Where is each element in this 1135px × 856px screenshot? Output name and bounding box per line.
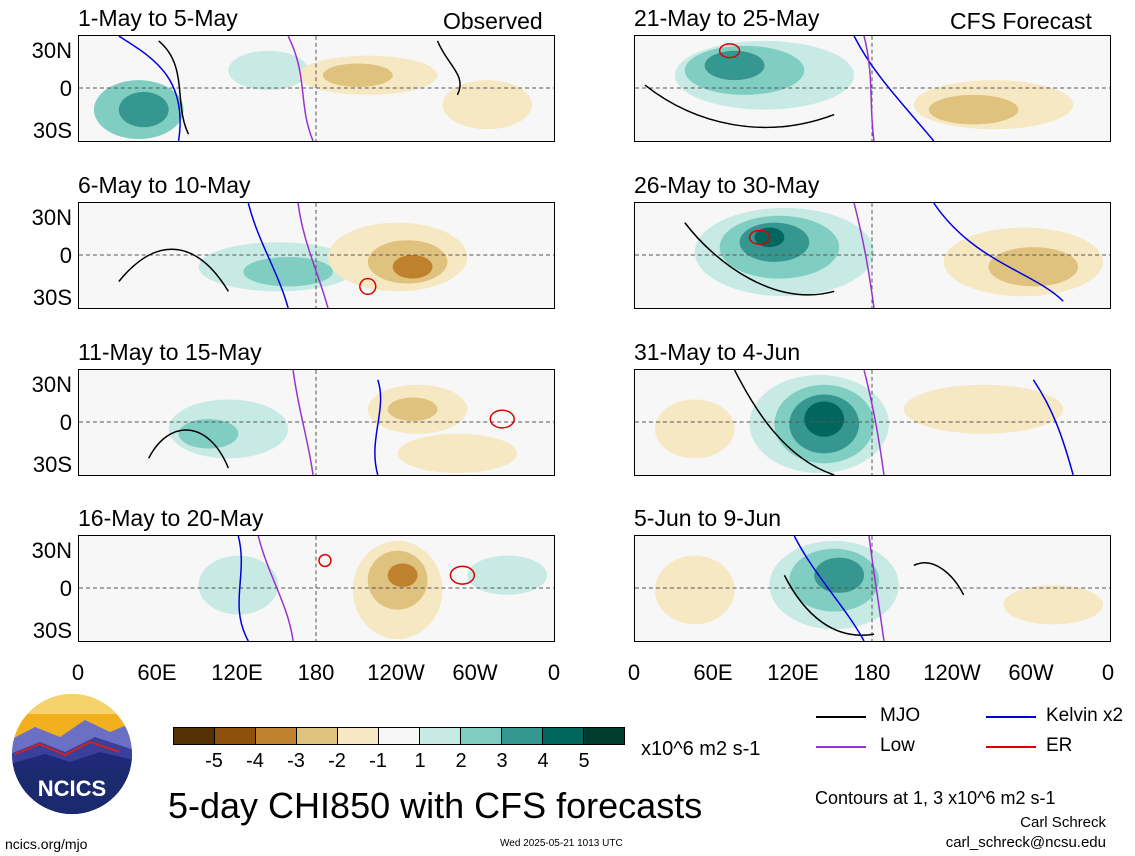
colorbar-segment bbox=[297, 728, 338, 744]
colorbar-tick: -5 bbox=[205, 750, 223, 772]
lon-label-left-60e: 60E bbox=[137, 660, 177, 685]
ncics-logo: NCICS bbox=[10, 692, 134, 816]
legend-line-er bbox=[986, 746, 1036, 748]
author-name: Carl Schreck bbox=[1020, 814, 1106, 831]
lon-label-left-0: 0 bbox=[71, 660, 85, 685]
lat-label-30n: 30N bbox=[31, 372, 72, 397]
lon-label-right-120w: 120W bbox=[923, 660, 981, 685]
map-panel-4 bbox=[78, 535, 555, 642]
lat-label-30s: 30S bbox=[32, 452, 72, 477]
lon-label-left-120w: 120W bbox=[367, 660, 425, 685]
legend-line-mjo bbox=[816, 716, 866, 718]
colorbar-segment bbox=[338, 728, 379, 744]
panel-title-1: 1-May to 5-May bbox=[78, 5, 238, 31]
colorbar-tick: 1 bbox=[414, 750, 426, 772]
colorbar-tick: -2 bbox=[328, 750, 346, 772]
observed-label: Observed bbox=[443, 8, 543, 34]
colorbar-units: x10^6 m2 s-1 bbox=[641, 738, 761, 760]
lon-label-right-60w: 60W bbox=[1008, 660, 1054, 685]
lon-label-left-60w: 60W bbox=[452, 660, 498, 685]
lat-label-30s: 30S bbox=[32, 118, 72, 143]
lon-label-right-0-end: 0 bbox=[1101, 660, 1115, 685]
map-panel-1 bbox=[78, 35, 555, 142]
lon-label-left-120e: 120E bbox=[211, 660, 263, 685]
panel-title-7: 31-May to 4-Jun bbox=[634, 339, 801, 365]
panel-title-2: 6-May to 10-May bbox=[78, 172, 251, 198]
lon-label-left-180: 180 bbox=[297, 660, 335, 685]
cfs-forecast-label: CFS Forecast bbox=[950, 8, 1092, 34]
panel-title-4: 16-May to 20-May bbox=[78, 505, 264, 531]
colorbar-tick: 5 bbox=[578, 750, 590, 772]
colorbar-segment bbox=[174, 728, 215, 744]
lon-label-right-180: 180 bbox=[853, 660, 891, 685]
map-panel-6 bbox=[634, 202, 1111, 309]
site-link[interactable]: ncics.org/mjo bbox=[5, 836, 88, 852]
map-panel-8 bbox=[634, 535, 1111, 642]
lat-label-30n: 30N bbox=[31, 38, 72, 63]
colorbar-segment bbox=[502, 728, 543, 744]
colorbar bbox=[173, 727, 625, 745]
colorbar-tick: 3 bbox=[496, 750, 508, 772]
legend-label-mjo: MJO bbox=[880, 705, 921, 726]
contours-note: Contours at 1, 3 x10^6 m2 s-1 bbox=[815, 788, 1056, 808]
colorbar-segment bbox=[461, 728, 502, 744]
lon-label-left-0-end: 0 bbox=[547, 660, 561, 685]
colorbar-tick: -3 bbox=[287, 750, 305, 772]
colorbar-tick: 2 bbox=[455, 750, 467, 772]
legend-label-low: Low bbox=[880, 735, 915, 756]
panel-title-6: 26-May to 30-May bbox=[634, 172, 820, 198]
colorbar-segment bbox=[379, 728, 420, 744]
map-panel-7 bbox=[634, 369, 1111, 476]
colorbar-segment bbox=[543, 728, 584, 744]
author-email: carl_schreck@ncsu.edu bbox=[945, 834, 1106, 851]
lon-label-right-0: 0 bbox=[627, 660, 641, 685]
lat-label-0: 0 bbox=[59, 576, 72, 601]
timestamp: Wed 2025-05-21 1013 UTC bbox=[500, 838, 623, 849]
lat-label-0: 0 bbox=[59, 243, 72, 268]
lat-label-30s: 30S bbox=[32, 618, 72, 643]
lat-label-30n: 30N bbox=[31, 205, 72, 230]
colorbar-segment bbox=[420, 728, 461, 744]
map-panel-5 bbox=[634, 35, 1111, 142]
legend-label-kelvin: Kelvin x2 bbox=[1046, 705, 1124, 726]
main-title: 5-day CHI850 with CFS forecasts bbox=[168, 785, 703, 826]
colorbar-segment bbox=[215, 728, 256, 744]
panel-title-8: 5-Jun to 9-Jun bbox=[634, 505, 782, 531]
map-panel-2 bbox=[78, 202, 555, 309]
legend-line-kelvin bbox=[986, 716, 1036, 718]
lat-label-30n: 30N bbox=[31, 538, 72, 563]
panel-title-5: 21-May to 25-May bbox=[634, 5, 820, 31]
legend-line-low bbox=[816, 746, 866, 748]
colorbar-segment bbox=[256, 728, 297, 744]
lat-label-0: 0 bbox=[59, 410, 72, 435]
colorbar-segment bbox=[584, 728, 624, 744]
colorbar-tick: -1 bbox=[369, 750, 387, 772]
lon-label-right-60e: 60E bbox=[693, 660, 733, 685]
lon-label-right-120e: 120E bbox=[767, 660, 819, 685]
panel-title-3: 11-May to 15-May bbox=[78, 339, 262, 365]
map-panel-3 bbox=[78, 369, 555, 476]
legend-label-er: ER bbox=[1046, 735, 1073, 756]
lat-label-0: 0 bbox=[59, 76, 72, 101]
colorbar-tick: 4 bbox=[537, 750, 549, 772]
logo-text: NCICS bbox=[38, 776, 106, 801]
colorbar-tick: -4 bbox=[246, 750, 264, 772]
lat-label-30s: 30S bbox=[32, 285, 72, 310]
